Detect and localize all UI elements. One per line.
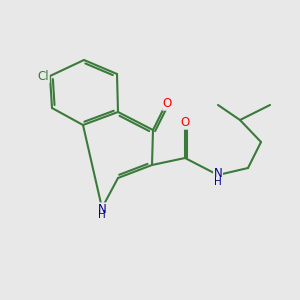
- Text: N: N: [214, 167, 222, 180]
- Text: O: O: [163, 97, 172, 110]
- Text: H: H: [98, 210, 106, 220]
- Text: Cl: Cl: [38, 70, 49, 83]
- Text: N: N: [98, 203, 106, 216]
- Text: H: H: [214, 177, 222, 187]
- Text: O: O: [180, 116, 190, 129]
